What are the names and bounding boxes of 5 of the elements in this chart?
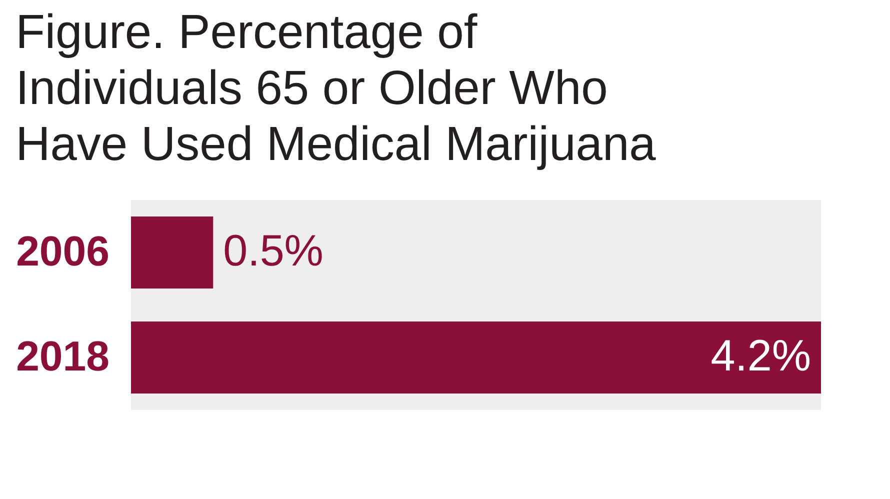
chart-title: Figure. Percentage of Individuals 65 or Older Who Have Used Medical Marijuana <box>16 6 656 171</box>
y-tick-label: 2006 <box>16 228 110 274</box>
y-tick-label: 2018 <box>16 332 110 380</box>
data-label: 0.5% <box>223 226 324 276</box>
data-label: 4.2% <box>710 332 811 380</box>
